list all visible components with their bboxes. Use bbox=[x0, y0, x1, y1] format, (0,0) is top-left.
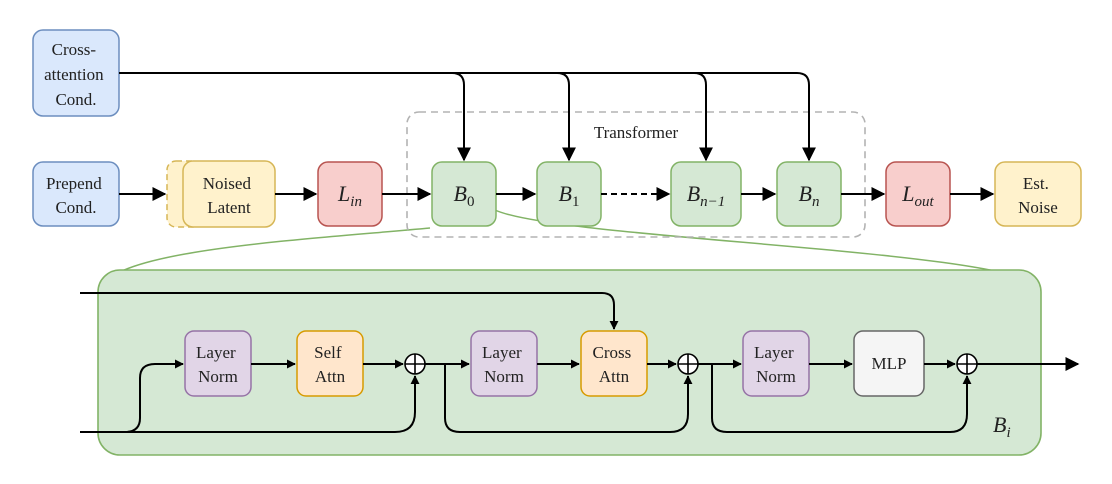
self-attn-box: Self Attn bbox=[296, 330, 364, 397]
self-attn-line-1: Self bbox=[314, 343, 342, 362]
est-noise-line-1: Est. bbox=[1023, 174, 1049, 193]
cross-attn-box: Cross Attn bbox=[580, 330, 648, 397]
residual-add-1 bbox=[404, 353, 426, 375]
svg-text:Cross- attention C: Cross- attention Cond. bbox=[44, 40, 108, 109]
self-attn-line-2: Attn bbox=[315, 367, 346, 386]
cross-cond-line-2: attention bbox=[44, 65, 104, 84]
transformer-label: Transformer bbox=[594, 123, 679, 142]
cross-attn-line-2: Attn bbox=[599, 367, 630, 386]
transformer-group bbox=[406, 111, 866, 238]
svg-text:Layer Norm: Layer Norm bbox=[754, 343, 798, 386]
svg-text:Bn: Bn bbox=[799, 181, 820, 210]
ln1-line-1: Layer bbox=[196, 343, 236, 362]
mlp-box: MLP bbox=[853, 330, 925, 397]
bn-base: B bbox=[799, 181, 812, 206]
b0-box: B0 bbox=[431, 161, 497, 227]
ln1-box: Layer Norm bbox=[184, 330, 252, 397]
l-out-box: Lout bbox=[885, 161, 951, 227]
b1-base: B bbox=[559, 181, 572, 206]
cross-cond-line-1: Cross- bbox=[52, 40, 97, 59]
add2-residual bbox=[711, 364, 972, 433]
cross-cond-input-line bbox=[80, 292, 619, 330]
cross-cond-to-bn1 bbox=[693, 72, 713, 162]
b1-sub: 1 bbox=[572, 194, 580, 210]
transformer-block-detail-panel bbox=[97, 269, 1042, 456]
ln3-line-2: Norm bbox=[756, 367, 796, 386]
bn-sub: n bbox=[812, 194, 820, 210]
l-out-sub: out bbox=[915, 194, 935, 210]
b0-sub: 0 bbox=[467, 194, 475, 210]
noised-latent-line-1: Noised bbox=[203, 174, 252, 193]
ln3-box: Layer Norm bbox=[742, 330, 810, 397]
b1-box: B1 bbox=[536, 161, 602, 227]
ln2-line-2: Norm bbox=[484, 367, 524, 386]
prepend-cond-line-2: Cond. bbox=[55, 198, 96, 217]
est-noise-box: Est. Noise bbox=[994, 161, 1082, 227]
cross-cond-to-b0 bbox=[451, 72, 471, 162]
main-input-line bbox=[80, 375, 420, 433]
bn-minus-1-box: Bn−1 bbox=[670, 161, 742, 227]
residual-add-2 bbox=[677, 353, 699, 375]
mlp-label: MLP bbox=[872, 354, 907, 373]
svg-text:Self Attn: Self Attn bbox=[314, 343, 346, 386]
l-out-base: L bbox=[901, 181, 914, 206]
svg-text:Noised Latent: Noised Latent bbox=[203, 174, 255, 217]
input-to-ln1 bbox=[124, 359, 184, 433]
svg-text:Prepend Cond.: Prepend Cond. bbox=[46, 174, 106, 217]
b0-base: B bbox=[454, 181, 467, 206]
noised-latent-box: Noised Latent bbox=[166, 160, 276, 228]
l-in-sub: in bbox=[350, 194, 362, 210]
svg-text:Layer Norm: Layer Norm bbox=[482, 343, 526, 386]
bi-base: B bbox=[993, 412, 1006, 437]
cross-cond-line-3: Cond. bbox=[55, 90, 96, 109]
ln3-line-1: Layer bbox=[754, 343, 794, 362]
l-in-box: Lin bbox=[317, 161, 383, 227]
bn1-base: B bbox=[687, 181, 700, 206]
top-row-arrows bbox=[119, 72, 995, 201]
svg-text:Cross Attn: Cross Attn bbox=[593, 343, 636, 386]
prepend-cond-box: Prepend Cond. bbox=[32, 161, 120, 227]
residual-add-3 bbox=[956, 353, 978, 375]
svg-text:Lout: Lout bbox=[901, 181, 934, 210]
ln2-box: Layer Norm bbox=[470, 330, 538, 397]
prepend-cond-line-1: Prepend bbox=[46, 174, 102, 193]
cross-cond-to-bn bbox=[796, 72, 816, 162]
svg-text:Bn−1: Bn−1 bbox=[687, 181, 726, 210]
noised-latent-line-2: Latent bbox=[207, 198, 251, 217]
svg-text:Layer Norm: Layer Norm bbox=[196, 343, 240, 386]
block-arrows bbox=[80, 292, 1080, 433]
bn1-sub: n−1 bbox=[700, 194, 725, 210]
ln1-line-2: Norm bbox=[198, 367, 238, 386]
cross-attn-line-1: Cross bbox=[593, 343, 632, 362]
cross-attention-cond-box: Cross- attention Cond. bbox=[32, 29, 120, 117]
svg-text:Lin: Lin bbox=[337, 181, 362, 210]
add1-residual bbox=[444, 364, 693, 433]
bn-box: Bn bbox=[776, 161, 842, 227]
l-in-base: L bbox=[337, 181, 350, 206]
bi-sub: i bbox=[1006, 425, 1010, 441]
bi-label: Bi bbox=[993, 412, 1011, 441]
svg-text:B0: B0 bbox=[454, 181, 475, 210]
cross-cond-to-b1 bbox=[556, 72, 576, 162]
svg-text:B1: B1 bbox=[559, 181, 580, 210]
est-noise-line-2: Noise bbox=[1018, 198, 1058, 217]
svg-text:Est. Noise: Est. Noise bbox=[1018, 174, 1058, 217]
ln2-line-1: Layer bbox=[482, 343, 522, 362]
